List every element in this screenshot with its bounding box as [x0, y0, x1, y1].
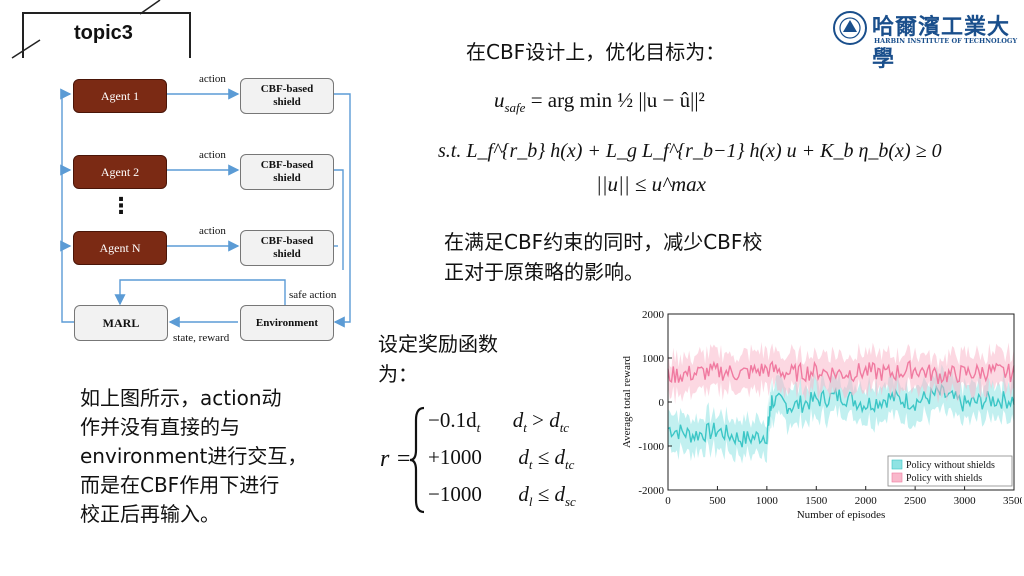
case-2-cond-sub: t — [528, 457, 533, 473]
case-1-value-sub: t — [476, 420, 481, 436]
safe-action-label: safe action — [289, 289, 337, 301]
reward-case-3: −1000 dl ≤ dsc — [428, 482, 576, 519]
reward-title-line-2: 为： — [378, 362, 418, 386]
series-line-2 — [667, 359, 1015, 385]
case-2-op: ≤ — [537, 445, 550, 469]
case-3-value: −1000 — [428, 482, 482, 506]
x-tick-label: 500 — [709, 495, 726, 507]
logo-chinese-name: 哈爾濱工業大學 — [872, 14, 1011, 72]
eq1-lhs: u — [494, 88, 505, 112]
description-line-1: 在满足CBF约束的同时，减少CBF校 — [444, 230, 763, 254]
case-2-rhs-sub: tc — [565, 457, 575, 473]
action-label-n: action — [199, 225, 226, 237]
x-tick-label: 3000 — [954, 495, 977, 507]
case-3-rhs: d — [554, 482, 566, 506]
x-tick-label: 2000 — [855, 495, 878, 507]
case-2-cond: d — [518, 445, 529, 469]
x-tick-label: 3500 — [1003, 495, 1022, 507]
eq1-rhs: = arg min ½ ||u − û||² — [530, 88, 705, 112]
case-3-cond: d — [518, 482, 529, 506]
action-label-2: action — [199, 149, 226, 161]
marl-node: MARL — [74, 305, 168, 341]
agent-2-node: Agent 2 — [73, 155, 167, 189]
reward-cases: −0.1dt dt > dtc +1000 dt ≤ dtc −1000 dl … — [428, 408, 576, 519]
agent-1-node: Agent 1 — [73, 79, 167, 113]
state-reward-label: state, reward — [173, 332, 230, 344]
y-tick-label: 2000 — [642, 309, 665, 321]
case-1-rhs: d — [549, 408, 560, 432]
equation-objective: usafe = arg min ½ ||u − û||² — [494, 88, 705, 116]
shield-2-node: CBF-based shield — [240, 154, 334, 190]
reward-case-2: +1000 dt ≤ dtc — [428, 445, 576, 482]
architecture-diagram — [60, 88, 351, 328]
legend-swatch-1 — [891, 459, 903, 470]
case-1-cond: d — [512, 408, 524, 432]
y-axis-label: Average total reward — [621, 355, 633, 448]
shield-1-node: CBF-based shield — [240, 78, 334, 114]
agent-2-label: Agent 2 — [100, 164, 140, 179]
equation-constraint: s.t. L_f^{r_b} h(x) + L_g L_f^{r_b−1} h(… — [438, 140, 942, 162]
explanation-line-4: 而是在CBF作用下进行 — [80, 473, 280, 497]
action-label-1: action — [199, 73, 226, 85]
explanation-line-5: 校正后再输入。 — [80, 502, 220, 526]
x-tick-label: 2500 — [904, 495, 927, 507]
series-line-1 — [667, 383, 1015, 448]
legend-label-1: Policy without shields — [906, 460, 995, 471]
environment-label: Environment — [255, 317, 319, 329]
shield-n-label: CBF-based shield — [260, 235, 314, 260]
x-tick-label: 1000 — [756, 495, 779, 507]
reward-title-line-1: 设定奖励函数 — [378, 332, 498, 356]
shield-1-label: CBF-based shield — [260, 83, 314, 108]
marl-label: MARL — [102, 315, 140, 330]
y-tick-label: -1000 — [638, 441, 664, 453]
agent-n-label: Agent N — [99, 240, 141, 255]
explanation-line-3: environment进行交互， — [80, 444, 308, 468]
y-tick-label: 0 — [659, 397, 665, 409]
explanation-line-2: 作并没有直接的与 — [80, 415, 240, 439]
y-tick-label: -2000 — [638, 485, 664, 497]
case-2-value: +1000 — [428, 445, 482, 469]
x-tick-label: 0 — [665, 495, 671, 507]
explanation-text: 如上图所示，action动 作并没有直接的与 environment进行交互， … — [80, 384, 307, 529]
legend-swatch-2 — [891, 472, 903, 483]
optimization-title: 在CBF设计上，优化目标为： — [466, 40, 726, 64]
reward-case-1: −0.1dt dt > dtc — [428, 408, 576, 445]
case-1-value: −0.1d — [428, 408, 477, 432]
equation-norm-bound: ||u|| ≤ u^max — [596, 172, 706, 196]
university-seal-icon — [833, 11, 867, 45]
topic-frame — [22, 12, 190, 58]
description-line-2: 正对于原策略的影响。 — [444, 260, 644, 284]
case-2-rhs: d — [554, 445, 566, 469]
case-1-cond-sub: t — [523, 420, 527, 436]
shield-n-node: CBF-based shield — [240, 230, 334, 266]
legend-label-2: Policy with shields — [906, 473, 982, 484]
y-tick-label: 1000 — [642, 353, 665, 365]
logo-english-name: HARBIN INSTITUTE OF TECHNOLOGY — [874, 37, 1018, 45]
eq1-sub: safe — [504, 100, 526, 116]
agent-n-node: Agent N — [73, 231, 167, 265]
x-tick-label: 1500 — [805, 495, 828, 507]
topic-deco-lines — [11, 0, 191, 59]
case-1-op: > — [532, 408, 544, 432]
explanation-line-1: 如上图所示，action动 — [80, 386, 282, 410]
reward-brace-icon — [409, 406, 425, 514]
agents-ellipsis: ⋮ — [110, 194, 132, 219]
case-1-rhs-sub: tc — [559, 420, 570, 436]
case-3-rhs-sub: sc — [565, 494, 576, 510]
x-axis-label: Number of episodes — [797, 509, 886, 521]
case-3-op: ≤ — [537, 482, 550, 506]
reward-lhs: r = — [380, 446, 412, 472]
shield-2-label: CBF-based shield — [260, 159, 314, 184]
topic-label: topic3 — [74, 22, 133, 44]
agent-1-label: Agent 1 — [100, 88, 140, 103]
legend-box — [887, 455, 1013, 487]
environment-node: Environment — [240, 305, 334, 341]
case-3-cond-sub: l — [528, 494, 533, 510]
